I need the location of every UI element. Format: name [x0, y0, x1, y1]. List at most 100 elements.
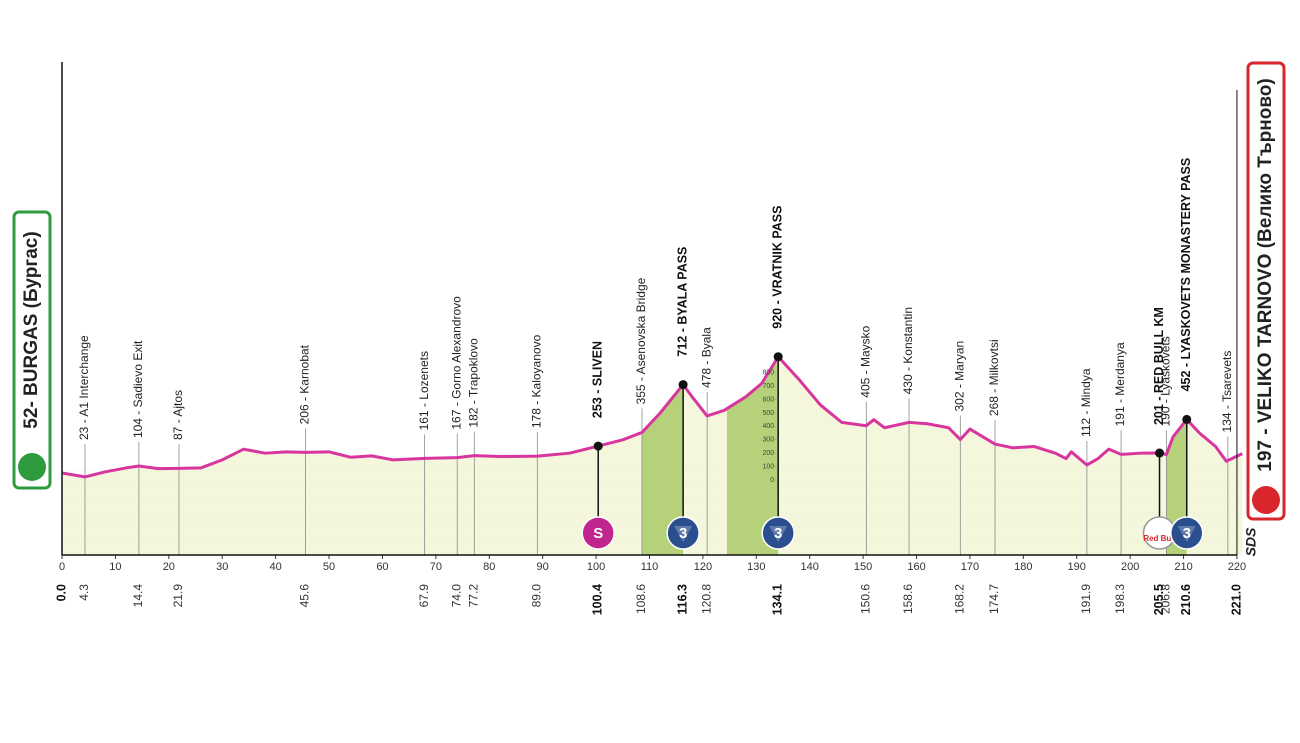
- waypoint-label: 268 - Milkovtsi: [987, 339, 1001, 416]
- km-label: 21.9: [171, 584, 185, 608]
- x-tick-label: 170: [961, 561, 979, 573]
- y-tick-label: 800: [763, 370, 775, 377]
- x-tick-label: 190: [1068, 561, 1086, 573]
- y-tick-label: 200: [763, 450, 775, 457]
- km-label: 45.6: [298, 584, 312, 608]
- km-label: 168.2: [952, 584, 966, 614]
- start-frame: [12, 210, 52, 490]
- x-tick-label: 80: [483, 561, 495, 573]
- x-tick-label: 160: [907, 561, 925, 573]
- km-label: 67.9: [417, 584, 431, 608]
- finish-frame: [1246, 61, 1286, 521]
- marker-label: 3: [774, 525, 782, 542]
- waypoint-label: 23 - A1 Interchange: [77, 335, 91, 440]
- x-tick-label: 120: [694, 561, 712, 573]
- km-label: 100.4: [591, 584, 605, 615]
- km-label: 108.6: [634, 584, 648, 614]
- x-tick-label: 90: [537, 561, 549, 573]
- x-tick-label: 110: [641, 561, 659, 573]
- marker-label: 3: [679, 525, 687, 542]
- waypoint-label: 112 - Mindya: [1079, 368, 1093, 437]
- x-tick-label: 150: [854, 561, 872, 573]
- km-label: 0.0: [54, 584, 68, 601]
- waypoint-label: 87 - Ajtos: [171, 390, 185, 440]
- waypoint-label: 302 - Maryan: [952, 341, 966, 412]
- km-label: 158.6: [901, 584, 915, 614]
- x-tick-label: 130: [747, 561, 765, 573]
- y-tick-label: 300: [763, 437, 775, 444]
- x-tick-label: 140: [801, 561, 819, 573]
- climb-area: [726, 356, 779, 555]
- waypoint-label: 182 - Trapoklovo: [466, 338, 480, 428]
- waypoint-label: 405 - Maysko: [858, 325, 872, 397]
- waypoint-label: 355 - Asenovska Bridge: [634, 277, 648, 404]
- y-tick-label: 400: [763, 423, 775, 430]
- start-label: 52- BURGAS (Бургас): [21, 231, 42, 428]
- start-box: 52- BURGAS (Бургас): [12, 210, 52, 490]
- finish-icon: [1252, 486, 1280, 514]
- km-label: 174.7: [987, 584, 1001, 614]
- kom-triangle: [1177, 526, 1196, 542]
- start-icon: [18, 453, 46, 481]
- x-tick-label: 0: [59, 561, 65, 573]
- marker-label: 3: [1183, 525, 1191, 542]
- km-label: 89.0: [529, 584, 543, 608]
- waypoint-label: 104 - Sadievo Exit: [131, 340, 145, 438]
- x-tick-label: 30: [216, 561, 228, 573]
- profile-line: [61, 355, 1243, 479]
- waypoint-dot: [1155, 448, 1165, 458]
- x-tick-label: 10: [109, 561, 121, 573]
- x-tick-label: 60: [376, 561, 388, 573]
- waypoint-label: 178 - Kaloyanovo: [529, 334, 543, 428]
- x-tick-label: 70: [430, 561, 442, 573]
- km-label: 198.3: [1113, 584, 1127, 614]
- x-tick-label: 50: [323, 561, 335, 573]
- waypoint-label: 191 - Merdanya: [1113, 342, 1127, 426]
- waypoint-label: 161 - Lozenets: [417, 351, 431, 430]
- y-tick-label: 100: [763, 463, 775, 470]
- x-tick-label: 40: [270, 561, 282, 573]
- kom-triangle: [769, 526, 788, 542]
- km-label: 206.8: [1159, 584, 1173, 614]
- km-label: 191.9: [1079, 584, 1093, 614]
- x-tick-label: 20: [163, 561, 175, 573]
- x-tick-label: 210: [1174, 561, 1192, 573]
- waypoint-label: 920 - VRATNIK PASS: [770, 206, 784, 329]
- km-label: 134.1: [770, 584, 784, 615]
- marker: [666, 516, 700, 550]
- waypoint-label: 712 - BYALA PASS: [675, 247, 689, 357]
- marker: [581, 516, 615, 550]
- km-label: 221.0: [1230, 584, 1244, 615]
- marker-label: Red Bull: [1143, 534, 1175, 543]
- km-label: 210.6: [1179, 584, 1193, 615]
- km-label: 77.2: [466, 584, 480, 608]
- finish-box: 197 - VELIKO TARNOVO (Велико Търново): [1246, 61, 1286, 521]
- x-tick-label: 220: [1228, 561, 1246, 573]
- waypoint-label: 478 - Byala: [699, 327, 713, 388]
- climb-area: [642, 384, 684, 555]
- waypoint-dot: [678, 380, 688, 390]
- waypoint-dot: [593, 441, 603, 451]
- km-label: 14.4: [131, 584, 145, 608]
- x-tick-label: 200: [1121, 561, 1139, 573]
- waypoint-label: 134 - Tsarevets: [1220, 351, 1234, 433]
- y-tick-label: 500: [763, 410, 775, 417]
- waypoint-label: 167 - Gorno Alexandrovo: [449, 296, 463, 430]
- waypoint-dot: [1182, 414, 1192, 424]
- waypoint-label: 190 - Lyaskovets: [1159, 336, 1173, 426]
- logo: SDS: [1243, 527, 1259, 556]
- waypoint-dot: [773, 352, 783, 362]
- kom-triangle: [674, 526, 693, 542]
- waypoint-label: 430 - Konstantin: [901, 307, 915, 394]
- marker: [1170, 516, 1204, 550]
- y-tick-label: 700: [763, 383, 775, 390]
- km-label: 4.3: [77, 584, 91, 601]
- finish-label: 197 - VELIKO TARNOVO (Велико Търново): [1255, 78, 1276, 471]
- km-label: 150.6: [858, 584, 872, 614]
- km-label: 74.0: [449, 584, 463, 608]
- y-tick-label: 600: [763, 396, 775, 403]
- marker: [761, 516, 795, 550]
- km-label: 116.3: [675, 584, 689, 615]
- waypoint-label: 253 - SLIVEN: [591, 341, 605, 418]
